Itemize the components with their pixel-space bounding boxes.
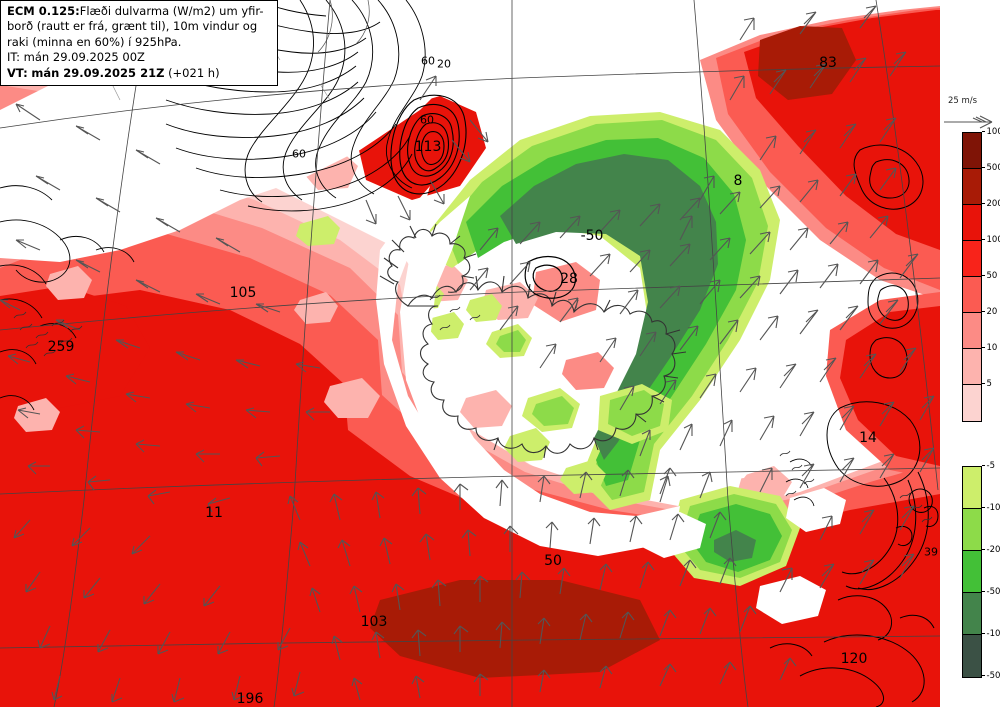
tick-label: -10 xyxy=(982,503,1000,513)
info-line-model: ECM 0.125:Flæði dulvarma (W/m2) um yfir- xyxy=(7,4,272,19)
tick-label: 500 xyxy=(982,163,1000,173)
tick-label: -20 xyxy=(982,545,1000,555)
map-canvas xyxy=(0,0,940,707)
contour-label: 103 xyxy=(360,614,388,630)
swatch-50[interactable] xyxy=(963,277,981,313)
swatch-1000[interactable] xyxy=(963,133,981,169)
swatch-20[interactable] xyxy=(963,313,981,349)
contour-label: 83 xyxy=(819,55,837,71)
swatch-200[interactable] xyxy=(963,205,981,241)
coastlines-west xyxy=(0,185,135,411)
swatch-minus100[interactable] xyxy=(963,635,981,677)
tick-label: -50 xyxy=(982,587,1000,597)
tick-label: 10 xyxy=(982,343,997,353)
valid-time-value: mán 29.09.2025 21Z xyxy=(31,65,165,80)
latent-heat-flux-negative-colorbar[interactable] xyxy=(962,466,982,678)
map-plot-area xyxy=(0,0,941,707)
contour-label: 60 xyxy=(292,147,306,161)
info-line-3: raki (minna en 60%) í 925hPa. xyxy=(7,34,182,49)
tick-label: -500 xyxy=(982,671,1000,681)
contour-label: 20 xyxy=(437,57,451,71)
swatch-minus5[interactable] xyxy=(963,467,981,509)
valid-time-label: VT: xyxy=(7,65,28,80)
negative-colorbar-ticks: -5 -10 -20 -50 -100 -500 xyxy=(982,461,1000,681)
tick-label: 1000 xyxy=(982,127,1000,137)
contour-label: 60 xyxy=(421,54,435,68)
iceland-coastline xyxy=(379,223,687,459)
tick-label: -100 xyxy=(982,629,1000,639)
wind-vectors xyxy=(0,5,935,703)
tick-label: -5 xyxy=(982,461,995,471)
tick-label: 20 xyxy=(982,307,997,317)
swatch-5[interactable] xyxy=(963,385,981,421)
swatch-minus50[interactable] xyxy=(963,593,981,635)
tick-label: 50 xyxy=(982,271,997,281)
contour-label: 259 xyxy=(47,339,75,355)
initial-time: IT: mán 29.09.2025 00Z xyxy=(7,50,145,65)
contour-label: 39 xyxy=(924,545,938,559)
wind-reference-label: 25 m/s xyxy=(948,96,978,106)
contour-label: 196 xyxy=(236,691,264,707)
contour-label: 28 xyxy=(560,271,578,287)
tick-label: 200 xyxy=(982,199,1000,209)
variable-description: Flæði dulvarma (W/m2) um yfir- xyxy=(79,4,264,18)
contour-label: 14 xyxy=(859,430,877,446)
contour-label: 50 xyxy=(544,553,562,569)
contour-label: 120 xyxy=(840,651,868,667)
latent-heat-flux-positive-colorbar[interactable] xyxy=(962,132,982,422)
tick-label: 100 xyxy=(982,235,1000,245)
chart-info-box: ECM 0.125:Flæði dulvarma (W/m2) um yfir-… xyxy=(0,0,278,87)
contour-label: -50 xyxy=(580,228,604,244)
wind-reference-legend: 25 m/s xyxy=(942,96,1000,130)
wind-arrow-icon xyxy=(944,115,993,129)
valid-time: VT: mán 29.09.2025 21Z (+021 h) xyxy=(7,66,272,81)
swatch-minus20[interactable] xyxy=(963,551,981,593)
coastlines-east xyxy=(769,144,939,707)
info-line-2: borð (rautt er frá, grænt til), 10m vind… xyxy=(7,19,258,34)
model-name: ECM 0.125: xyxy=(7,4,80,18)
swatch-500[interactable] xyxy=(963,169,981,205)
legend-panel: 25 m/s 1000 500 200 100 50 2 xyxy=(940,0,1000,707)
positive-colorbar-ticks: 1000 500 200 100 50 20 10 5 xyxy=(982,127,1000,420)
contour-label: 113 xyxy=(414,139,442,155)
contour-label: 8 xyxy=(733,173,743,189)
tick-label: 5 xyxy=(982,379,992,389)
contour-ring-north xyxy=(524,255,576,299)
contour-label: 60 xyxy=(420,113,434,127)
contour-label: 105 xyxy=(229,285,257,301)
swatch-minus10[interactable] xyxy=(963,509,981,551)
swatch-100[interactable] xyxy=(963,241,981,277)
swatch-10[interactable] xyxy=(963,349,981,385)
humidity-hatching xyxy=(13,294,933,523)
lead-time: (+021 h) xyxy=(168,65,220,80)
contour-label: 11 xyxy=(205,505,223,521)
